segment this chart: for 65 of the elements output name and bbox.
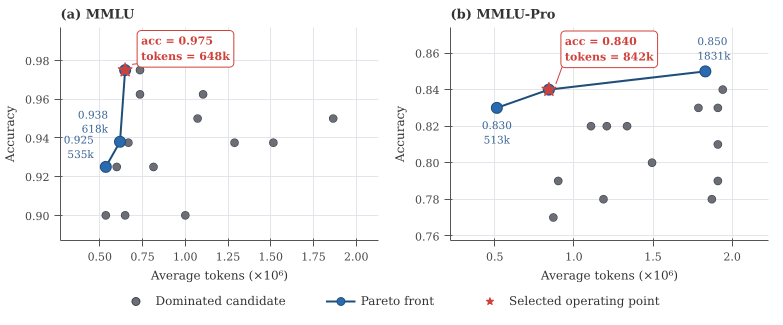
- y-tick-label: 0.94: [25, 132, 50, 146]
- point: [193, 114, 202, 123]
- x-tick-label: 1.75: [301, 250, 326, 264]
- point: [198, 90, 208, 99]
- y-tick-label: 0.98: [25, 54, 50, 68]
- y-axis-title: Accuracy: [3, 106, 18, 164]
- annotation: 0.925 535k: [64, 134, 94, 161]
- point: [549, 213, 558, 222]
- y-axis-title: Accuracy: [393, 106, 408, 164]
- annotation: 0.830 513k: [482, 120, 512, 146]
- point: [699, 65, 712, 78]
- point: [714, 104, 722, 112]
- annotation: acc = 0.840 tokens = 842k: [564, 35, 654, 64]
- point: [328, 114, 338, 123]
- point: [120, 211, 130, 220]
- x-tick-label: 1.00: [173, 250, 198, 264]
- y-tick-label: 0.82: [415, 120, 440, 134]
- point: [230, 138, 239, 148]
- point: [102, 211, 110, 220]
- x-tick-label: 0.5: [486, 250, 504, 264]
- point: [708, 194, 716, 204]
- point: [602, 122, 612, 130]
- point: [648, 158, 656, 167]
- point: [136, 90, 144, 99]
- x-tick-label: 1.25: [216, 250, 240, 264]
- y-tick-label: 0.78: [415, 194, 440, 207]
- point: [599, 194, 608, 204]
- point: [490, 102, 503, 114]
- y-tick-label: 0.96: [25, 94, 50, 107]
- x-axis-title: Average tokens (×10⁶): [150, 268, 288, 282]
- y-tick-label: 0.90: [25, 210, 50, 223]
- chart-title: (b) MMLU-Pro: [450, 8, 556, 22]
- annotation: 0.938 618k: [78, 109, 109, 136]
- annotation: acc = 0.975 tokens = 648k: [141, 34, 230, 64]
- chart-title: (a) MMLU: [60, 8, 135, 22]
- point: [622, 122, 632, 130]
- y-tick-label: 0.84: [415, 84, 440, 98]
- point: [714, 140, 722, 149]
- annotation: 0.850 1831k: [697, 36, 732, 62]
- x-tick-label: 1.0: [565, 250, 583, 264]
- y-tick-label: 0.92: [25, 171, 50, 184]
- x-tick-label: 1.5: [644, 250, 662, 264]
- point: [269, 138, 278, 148]
- x-tick-label: 0.75: [130, 250, 155, 264]
- point: [718, 85, 728, 94]
- point: [694, 104, 703, 112]
- point: [714, 176, 722, 186]
- point: [112, 162, 122, 172]
- point: [100, 160, 112, 173]
- y-tick-label: 0.86: [415, 48, 440, 61]
- point: [554, 176, 563, 186]
- y-tick-label: 0.76: [415, 230, 440, 244]
- y-tick-label: 0.80: [415, 157, 440, 170]
- point: [586, 122, 596, 130]
- point: [114, 136, 126, 148]
- x-tick-label: 2.0: [723, 250, 741, 264]
- x-tick-label: 1.50: [258, 250, 284, 264]
- legend-label: Selected operating point: [509, 294, 660, 308]
- x-axis-title: Average tokens (×10⁶): [540, 268, 678, 282]
- legend-label: Pareto front: [360, 294, 434, 308]
- point: [149, 162, 158, 172]
- point: [181, 211, 190, 220]
- x-tick-label: 2.00: [344, 250, 369, 264]
- legend-label: Dominated candidate: [155, 294, 286, 308]
- x-tick-label: 0.50: [88, 250, 112, 264]
